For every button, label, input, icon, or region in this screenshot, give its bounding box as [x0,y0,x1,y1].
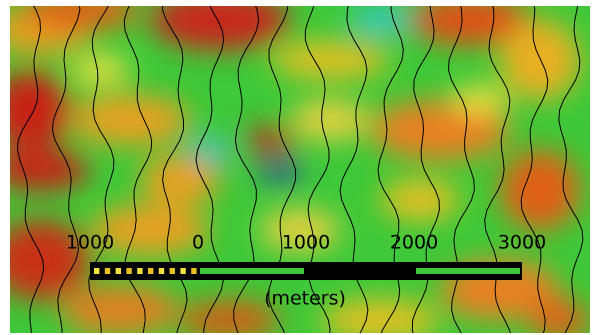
scale-segment [416,268,520,274]
raster-patch [500,20,580,100]
scale-segment [200,268,304,274]
scale-label: 3000 [498,232,546,254]
scale-label: 2000 [390,232,438,254]
raster-patch [60,285,180,335]
raster-patch [140,155,220,205]
scale-check [137,268,142,274]
scale-check [159,268,164,274]
scale-unit: (meters) [264,288,346,310]
scale-check [170,268,175,274]
scale-bar [90,262,522,280]
raster-patch [245,128,295,152]
raster-patch [70,95,190,145]
scale-check [148,268,153,274]
raster-patch [70,55,130,85]
raster-patch [270,42,390,78]
scale-label: 1000 [282,232,330,254]
scale-check [105,268,110,274]
scale-check [116,268,121,274]
scale-check [180,268,185,274]
scale-label: 0 [192,232,204,254]
raster-patch [500,150,580,230]
raster-patch [380,180,460,220]
scale-check [191,268,196,274]
page: (meters) 10000100020003000 (() => { cons… [0,0,603,335]
map: (meters) 1000 0 1000 2000 3000 [0,0,603,335]
raster-patch [350,8,410,32]
scale-label: 1000 [66,232,114,254]
map-raster [0,0,590,335]
scale-check [126,268,131,274]
raster-patch [450,85,510,115]
scale-check [94,268,99,274]
